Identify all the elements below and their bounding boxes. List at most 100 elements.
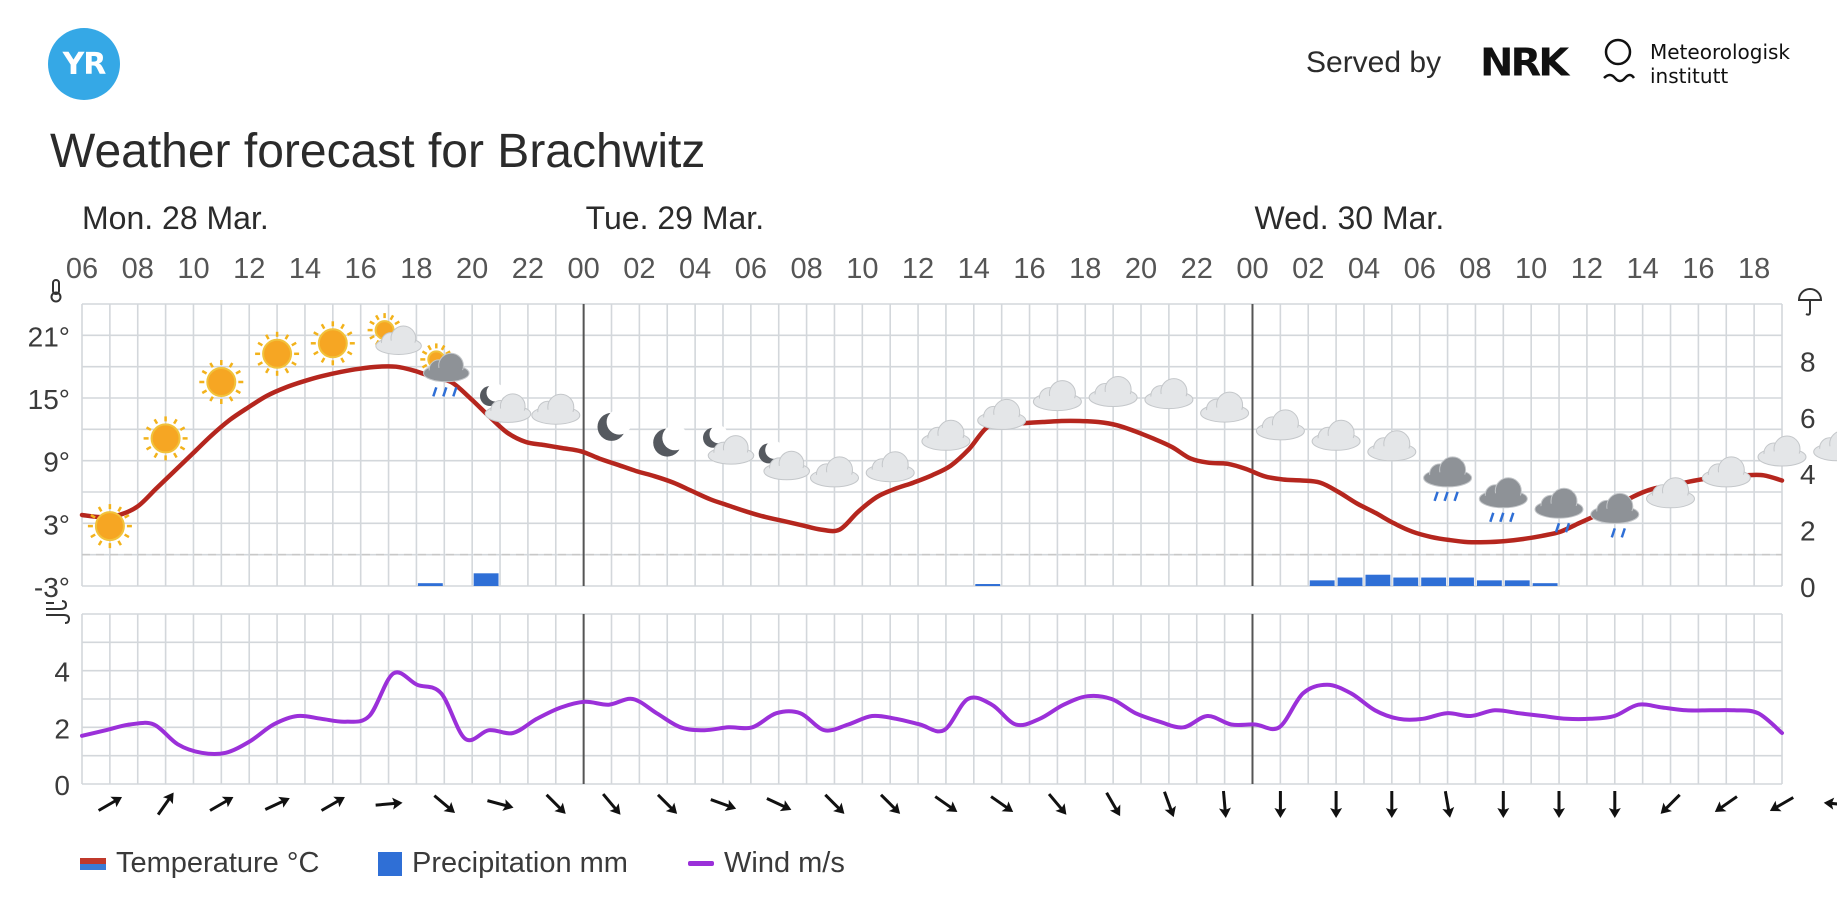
precipitation-axis-label: 8 bbox=[1800, 346, 1816, 377]
moon-shadow bbox=[486, 383, 505, 402]
sun-ray bbox=[90, 533, 96, 539]
wind-direction-arrow bbox=[1330, 791, 1343, 818]
moon-icon bbox=[653, 425, 688, 457]
grid-group bbox=[81, 303, 1783, 785]
cloud-icon bbox=[810, 456, 859, 488]
sun-ray bbox=[346, 350, 353, 356]
wind-direction-arrow bbox=[264, 796, 290, 811]
wind-arrow-head bbox=[333, 796, 345, 808]
sun-ray bbox=[346, 331, 353, 336]
cloud-part bbox=[923, 435, 968, 450]
rain-showers-sun-icon bbox=[420, 343, 470, 397]
sun-ray bbox=[228, 362, 234, 368]
cloud-part bbox=[377, 340, 420, 354]
sun-ray bbox=[257, 361, 264, 366]
wind-direction-arrow bbox=[824, 793, 845, 814]
wind-direction-arrow bbox=[1105, 791, 1121, 817]
wind-direction-arrow bbox=[156, 792, 174, 816]
rain-drop bbox=[1499, 512, 1505, 523]
hour-tick-label: 16 bbox=[1682, 253, 1714, 285]
wind-arrow-head bbox=[1164, 805, 1176, 818]
cloud-icon bbox=[1311, 419, 1361, 451]
hour-tick-label: 18 bbox=[400, 253, 432, 285]
sun-ray bbox=[265, 367, 270, 374]
sun-ray bbox=[153, 418, 159, 425]
cloud-part bbox=[1091, 391, 1136, 406]
precipitation-bar bbox=[473, 573, 499, 586]
hour-tick-label: 14 bbox=[1627, 253, 1659, 285]
legend-wind-label: Wind m/s bbox=[724, 847, 845, 879]
sun-disc bbox=[150, 423, 181, 454]
moon-cloud-icon bbox=[480, 383, 532, 423]
wind-direction-arrow bbox=[766, 797, 792, 812]
hour-tick-label: 12 bbox=[902, 253, 934, 285]
precipitation-axis-label: 6 bbox=[1800, 403, 1816, 434]
legend-precipitation[interactable]: Precipitation mm bbox=[378, 847, 628, 880]
wind-direction-arrow bbox=[1274, 791, 1287, 818]
moon-icon bbox=[597, 409, 632, 441]
hour-tick-label: 20 bbox=[456, 253, 488, 285]
sun-ray bbox=[375, 314, 380, 321]
wind-direction-arrow bbox=[487, 799, 514, 811]
sun-ray bbox=[421, 350, 428, 355]
wind-arrow-head bbox=[1497, 808, 1510, 818]
cloud-part bbox=[710, 449, 752, 464]
cloud-icon bbox=[1255, 409, 1305, 441]
sun-ray bbox=[427, 344, 432, 351]
yr-logo[interactable]: YR bbox=[48, 28, 120, 100]
wind-arrow-head bbox=[1218, 807, 1231, 818]
sun-ray bbox=[97, 540, 103, 546]
rain-drop bbox=[1554, 522, 1561, 533]
sun-icon bbox=[255, 331, 300, 376]
rain-icon bbox=[1423, 456, 1473, 502]
precipitation-bar bbox=[1476, 580, 1502, 586]
wind-line bbox=[80, 670, 1784, 757]
wind-arrow-head bbox=[1274, 808, 1287, 818]
nrk-logo[interactable]: NRK bbox=[1480, 41, 1569, 85]
sun-disc bbox=[94, 511, 125, 542]
met-institute-logo[interactable]: Meteorologisk institutt bbox=[1650, 40, 1790, 88]
moon-cloud-icon bbox=[703, 425, 755, 465]
precipitation-swatch bbox=[378, 851, 402, 876]
legend-temperature-label: Temperature °C bbox=[116, 847, 320, 879]
legend-wind[interactable]: Wind m/s bbox=[688, 847, 845, 880]
sun-ray bbox=[389, 314, 395, 321]
snow-rain-icon bbox=[1534, 487, 1584, 533]
sun-ray bbox=[228, 396, 234, 402]
wind-arrow-head bbox=[945, 801, 958, 813]
precipitation-bar bbox=[975, 584, 1001, 586]
sun-ray bbox=[284, 367, 290, 374]
sun-ray bbox=[173, 418, 178, 425]
rain-drop bbox=[452, 387, 458, 397]
wind-direction-arrow bbox=[1047, 793, 1067, 815]
moon-shadow bbox=[709, 425, 728, 444]
wind-direction-arrow bbox=[1442, 790, 1455, 818]
wind-direction-arrow bbox=[879, 793, 901, 814]
sun-ray bbox=[209, 396, 214, 402]
cloud-icon bbox=[1757, 435, 1807, 467]
cloud-icon bbox=[865, 451, 915, 483]
wind-direction-arrow bbox=[1218, 790, 1231, 818]
hour-tick-label: 08 bbox=[790, 253, 822, 285]
wind-swatch bbox=[688, 861, 714, 866]
hour-tick-label: 06 bbox=[66, 253, 98, 285]
temperature-swatch bbox=[80, 857, 106, 870]
hour-tick-label: 04 bbox=[1348, 253, 1380, 285]
wind-icon-line bbox=[46, 600, 68, 610]
cloud-icon bbox=[921, 419, 971, 451]
wind-arrow-head bbox=[278, 796, 290, 808]
temperature-line bbox=[79, 364, 1785, 545]
sun-ray bbox=[117, 540, 122, 546]
wind-direction-arrow bbox=[1823, 797, 1837, 810]
wind-arrow-head bbox=[443, 801, 456, 813]
rain-drop bbox=[1433, 491, 1439, 502]
wind-direction-arrow bbox=[1714, 795, 1738, 813]
sun-ray bbox=[284, 334, 290, 340]
sun-ray bbox=[123, 514, 130, 519]
rain-drop bbox=[1453, 491, 1459, 502]
legend-temperature[interactable]: Temperature °C bbox=[80, 847, 319, 880]
cloud-part bbox=[979, 414, 1024, 429]
cloud-icon bbox=[1813, 431, 1837, 462]
precipitation-bar bbox=[1365, 574, 1391, 586]
wind-direction-arrow bbox=[1497, 791, 1510, 818]
